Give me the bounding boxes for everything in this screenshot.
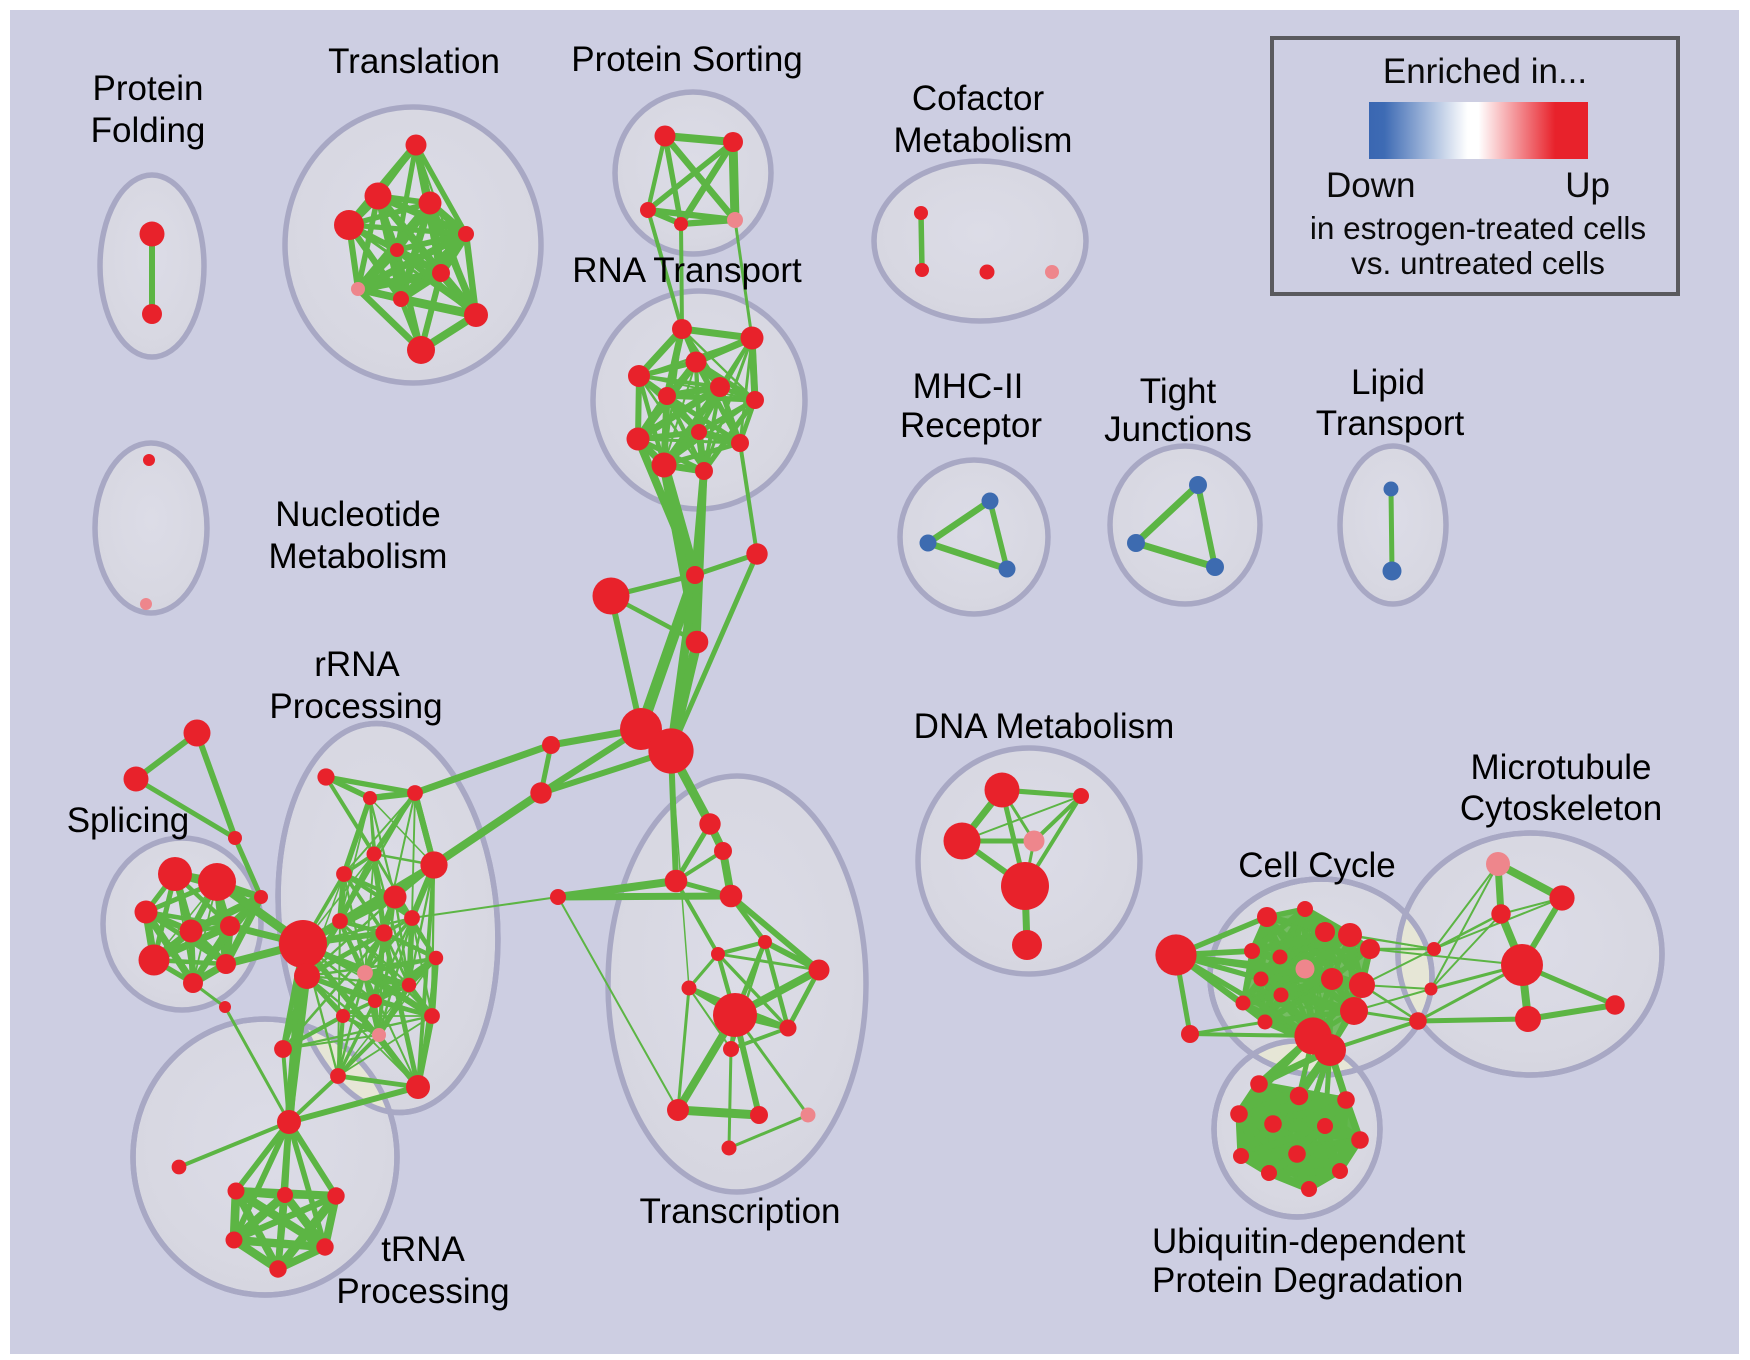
svg-text:tRNA: tRNA <box>381 1230 465 1269</box>
svg-text:Junctions: Junctions <box>1104 410 1252 449</box>
svg-text:Receptor: Receptor <box>900 406 1042 445</box>
svg-text:Cofactor: Cofactor <box>912 79 1045 118</box>
svg-text:Processing: Processing <box>336 1272 509 1311</box>
svg-text:Tight: Tight <box>1140 372 1217 411</box>
svg-text:vs. untreated cells: vs. untreated cells <box>1351 245 1605 281</box>
svg-text:rRNA: rRNA <box>314 645 400 684</box>
svg-text:RNA Transport: RNA Transport <box>572 251 802 290</box>
svg-text:Transcription: Transcription <box>640 1192 841 1231</box>
svg-text:Cytoskeleton: Cytoskeleton <box>1460 789 1662 828</box>
svg-text:Ubiquitin-dependent: Ubiquitin-dependent <box>1152 1222 1466 1261</box>
svg-text:Splicing: Splicing <box>67 801 190 840</box>
svg-text:Enriched in...: Enriched in... <box>1383 52 1587 91</box>
svg-text:Down: Down <box>1326 166 1415 205</box>
svg-text:Protein Sorting: Protein Sorting <box>571 40 803 79</box>
svg-text:Folding: Folding <box>91 111 206 150</box>
svg-text:Protein Degradation: Protein Degradation <box>1152 1261 1463 1300</box>
svg-text:Up: Up <box>1565 166 1610 205</box>
svg-text:MHC-II: MHC-II <box>913 367 1024 406</box>
svg-text:Protein: Protein <box>93 69 204 108</box>
svg-text:Metabolism: Metabolism <box>269 537 448 576</box>
svg-text:DNA Metabolism: DNA Metabolism <box>914 707 1175 746</box>
svg-text:in estrogen-treated cells: in estrogen-treated cells <box>1310 210 1646 246</box>
svg-text:Metabolism: Metabolism <box>894 121 1073 160</box>
svg-text:Transport: Transport <box>1316 404 1465 443</box>
svg-text:Microtubule: Microtubule <box>1471 748 1652 787</box>
svg-text:Lipid: Lipid <box>1351 363 1425 402</box>
svg-text:Processing: Processing <box>269 687 442 726</box>
svg-text:Nucleotide: Nucleotide <box>275 495 440 534</box>
svg-text:Cell Cycle: Cell Cycle <box>1238 846 1396 885</box>
svg-text:Translation: Translation <box>328 42 500 81</box>
